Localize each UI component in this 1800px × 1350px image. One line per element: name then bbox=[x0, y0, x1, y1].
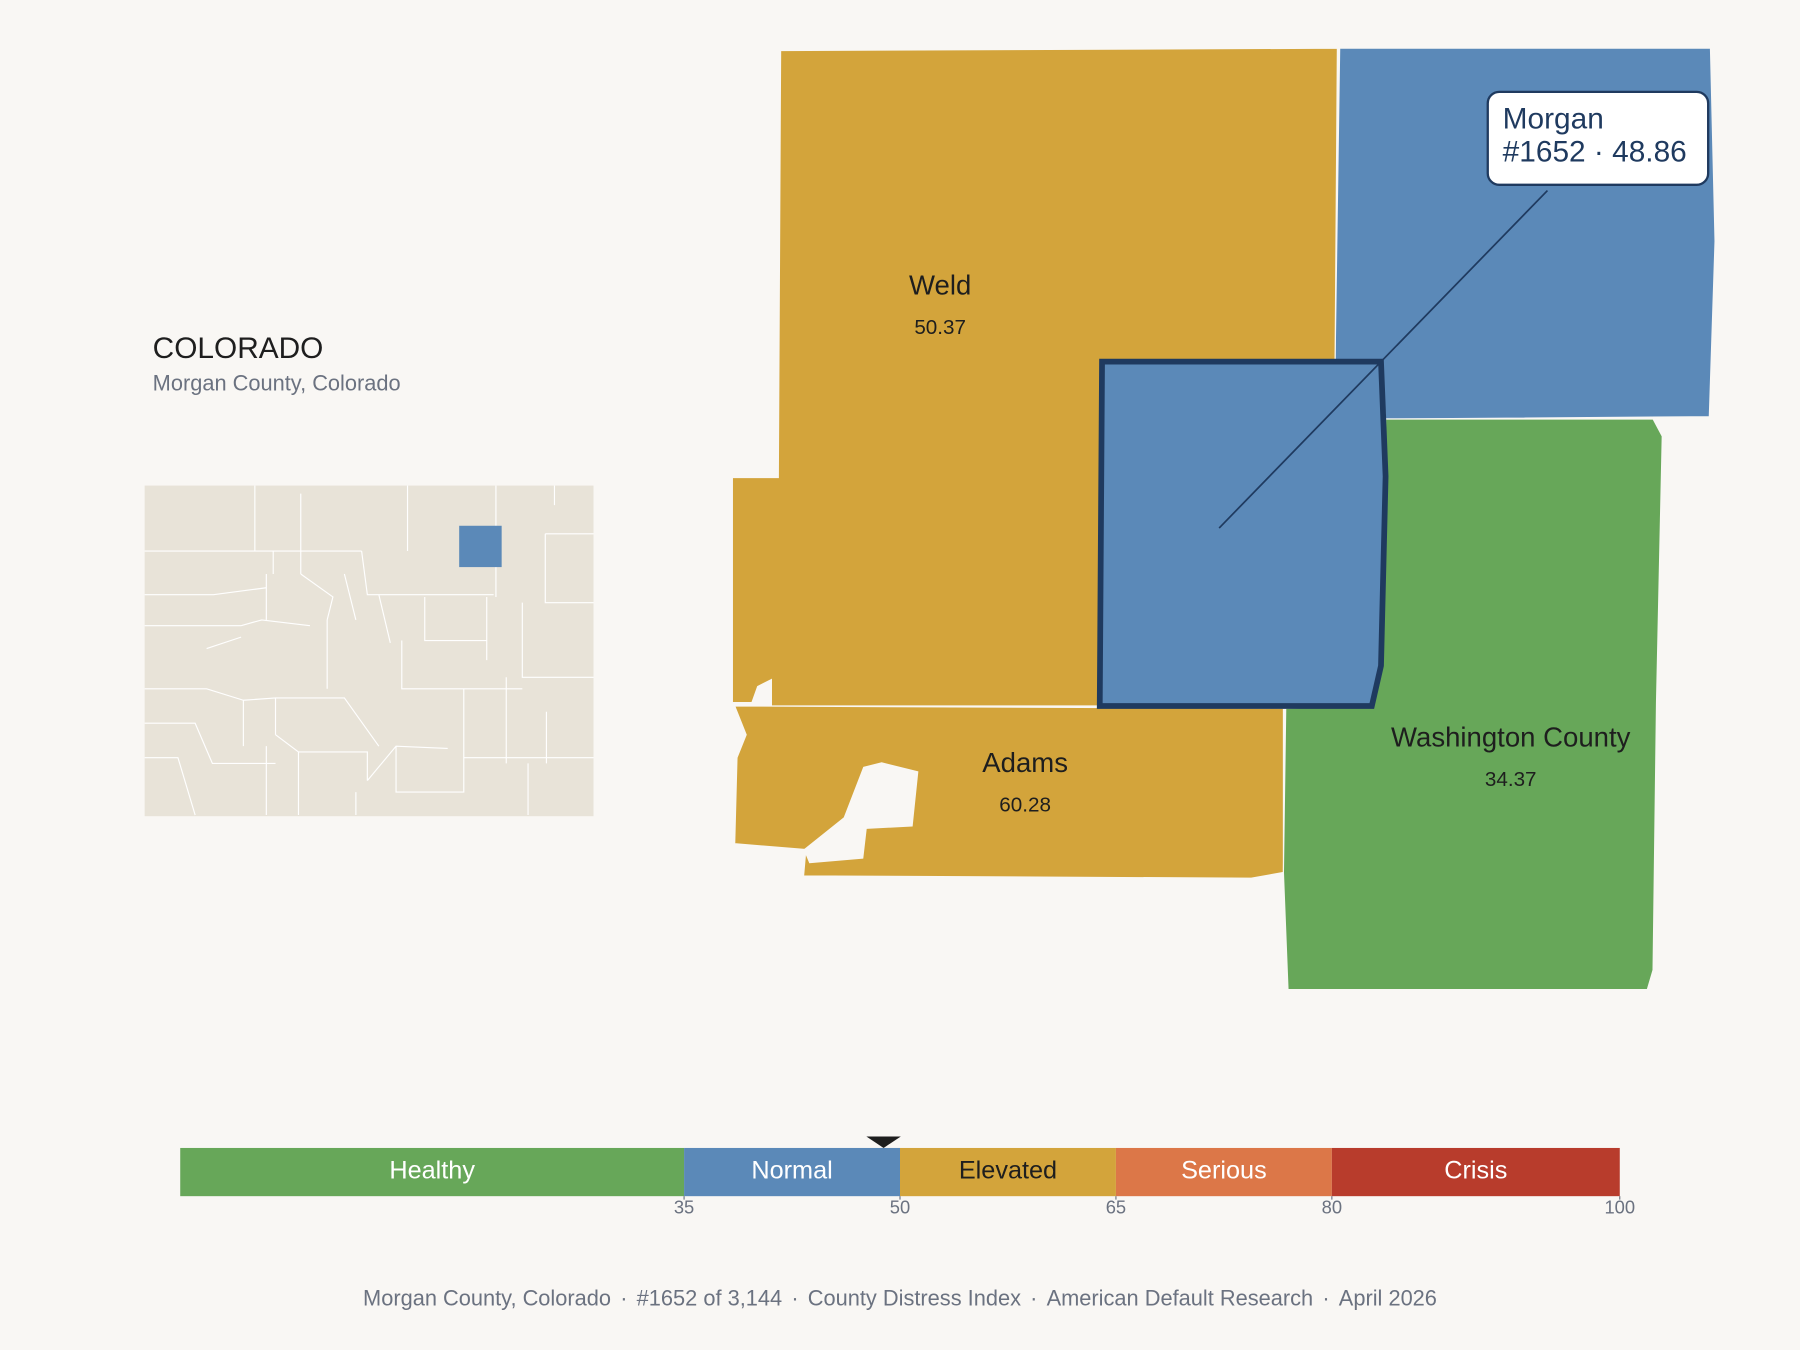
inset-borders bbox=[144, 485, 594, 816]
county-name: Adams bbox=[982, 747, 1068, 778]
county-name: Washington County bbox=[1391, 722, 1631, 753]
footer-part: County Distress Index bbox=[808, 1285, 1021, 1310]
footer-separator: · bbox=[1030, 1285, 1037, 1310]
footer-part: American Default Research bbox=[1047, 1285, 1314, 1310]
scale-band bbox=[1115, 1147, 1332, 1197]
scale-band-label: Serious bbox=[1181, 1157, 1267, 1185]
county bbox=[733, 705, 1284, 879]
subtitle: Morgan County, Colorado bbox=[153, 370, 401, 395]
scale-band-label: Normal bbox=[751, 1157, 832, 1185]
footer-part: April 2026 bbox=[1339, 1285, 1437, 1310]
county-name: Weld bbox=[909, 269, 971, 300]
tooltip-name: Morgan bbox=[1503, 102, 1604, 135]
scale-tick-label: 35 bbox=[674, 1197, 694, 1218]
scale-band bbox=[1331, 1147, 1620, 1197]
tooltip-box bbox=[1486, 90, 1710, 186]
county-value: 60.28 bbox=[999, 793, 1051, 816]
scale-band bbox=[900, 1147, 1116, 1197]
county-value: 34.37 bbox=[1485, 768, 1537, 791]
scale-band bbox=[684, 1147, 900, 1197]
county-layer: Weld 50.37 Adams 60.28 Washington County 34.3… bbox=[731, 47, 1716, 991]
inset-selected-county bbox=[459, 525, 502, 568]
state-inset bbox=[144, 485, 594, 817]
scale-band-label: Crisis bbox=[1444, 1157, 1507, 1185]
scale-marker bbox=[866, 1136, 901, 1148]
footer-separator: · bbox=[1322, 1285, 1329, 1310]
tooltip-label: #1652 · 48.86 bbox=[1503, 136, 1687, 169]
state-title: COLORADO bbox=[153, 332, 324, 365]
footer-separator: · bbox=[620, 1285, 627, 1310]
legend-scale: Healthy Normal Elevated Serious Crisis 35 50 65… bbox=[180, 1136, 1635, 1218]
footer-part: Morgan County, Colorado bbox=[363, 1285, 611, 1310]
scale-tick-label: 80 bbox=[1322, 1197, 1342, 1218]
leader-line bbox=[1218, 189, 1549, 529]
scale-tick-label: 50 bbox=[890, 1197, 910, 1218]
scale-band-label: Elevated bbox=[959, 1157, 1057, 1185]
county-value: 50.37 bbox=[914, 316, 966, 339]
boundary-cutout bbox=[803, 762, 919, 864]
county bbox=[1096, 358, 1389, 709]
scale-band-label: Healthy bbox=[389, 1157, 475, 1185]
footer-separator: · bbox=[791, 1285, 798, 1310]
scale-band bbox=[180, 1147, 685, 1197]
footer-part: #1652 of 3,144 bbox=[637, 1285, 782, 1310]
state-shape bbox=[144, 485, 594, 817]
scale-tick-label: 65 bbox=[1106, 1197, 1126, 1218]
scale-tick-label: 100 bbox=[1604, 1197, 1635, 1218]
footer: Morgan County, Colorado · #1652 of 3,144 · C… bbox=[363, 1285, 1437, 1310]
